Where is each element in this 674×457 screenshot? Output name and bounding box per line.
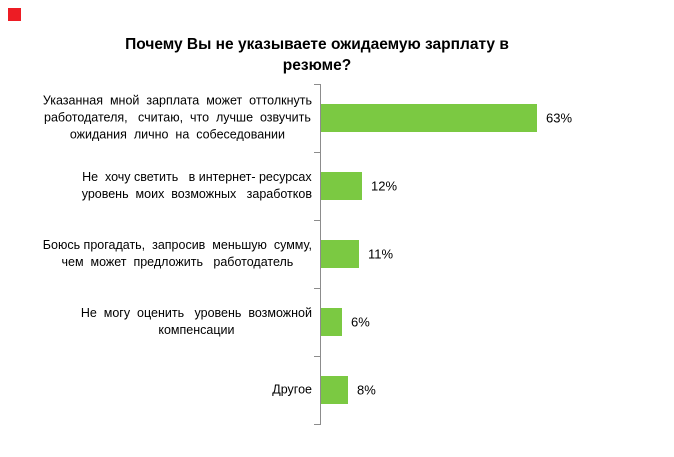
bar [321, 240, 359, 268]
bar [321, 172, 362, 200]
axis-tick [314, 356, 321, 357]
value-label: 8% [357, 382, 376, 398]
bar [321, 376, 348, 404]
value-label: 12% [371, 178, 398, 194]
bar [321, 104, 537, 132]
bar-row: Другое 8% [0, 356, 674, 424]
red-logo-mark [8, 8, 21, 21]
bar-row: Указанная мной зарплата может оттолкнуть… [0, 84, 674, 152]
axis-tick [314, 424, 321, 425]
axis-tick [314, 288, 321, 289]
axis-tick [314, 84, 321, 85]
bar-row: Боюсь прогадать, запросив меньшую сумму,… [0, 220, 674, 288]
category-label: Указанная мной зарплата может оттолкнуть… [42, 93, 312, 142]
chart-title-line1: Почему Вы не указываете ожидаемую зарпла… [125, 36, 509, 53]
category-axis [320, 84, 321, 425]
axis-tick [314, 220, 321, 221]
chart-title-line2: резюме? [282, 57, 352, 74]
category-label: Другое [272, 382, 312, 397]
axis-tick [314, 152, 321, 153]
value-label: 11% [368, 246, 394, 262]
chart-title: Почему Вы не указываете ожидаемую зарпла… [0, 34, 634, 76]
category-label: Не хочу светить в интернет- ресурсах уро… [81, 170, 312, 201]
value-label: 63% [546, 110, 573, 126]
category-label: Не могу оценить уровень возможной компен… [80, 306, 312, 337]
category-label: Боюсь прогадать, запросив меньшую сумму,… [42, 238, 312, 269]
value-label: 6% [351, 314, 370, 330]
bar-row: Не хочу светить в интернет- ресурсах уро… [0, 152, 674, 220]
bar-row: Не могу оценить уровень возможной компен… [0, 288, 674, 356]
bar [321, 308, 342, 336]
